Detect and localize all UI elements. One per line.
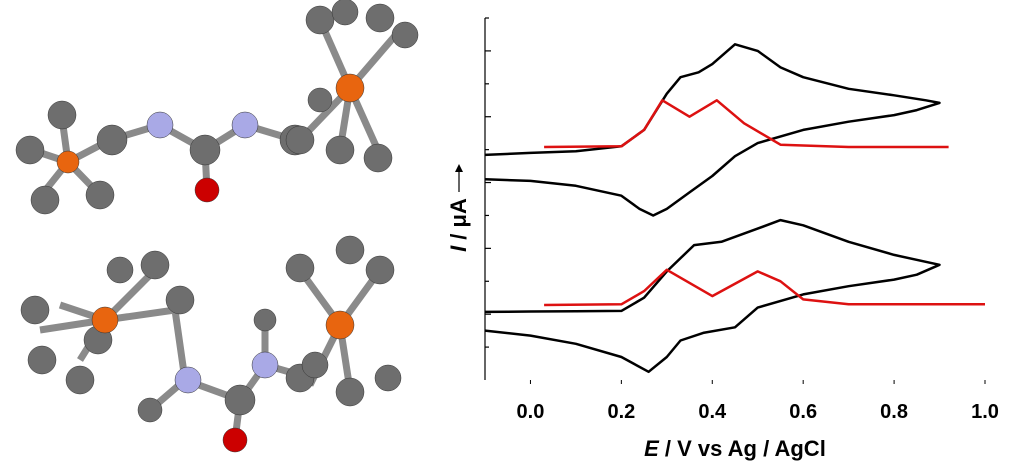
atom [335,235,365,265]
atom [30,185,60,215]
atom [85,180,115,210]
x-tick-label: 0.4 [698,401,727,423]
atom [363,143,393,173]
atom [325,135,355,165]
x-tick-label: 0.6 [789,401,817,423]
atom [189,134,221,166]
atom [365,3,395,33]
voltammogram: 0.0 0.2 0.4 0.6 0.8 1.0 E / V vs Ag / AgCl I / μA [446,17,999,461]
atom [331,0,359,26]
atom [253,308,277,332]
atom [65,365,95,395]
atom [15,135,45,165]
x-tick-label: 0.0 [517,401,545,423]
atom [91,306,119,334]
cv-curve [484,43,941,217]
atom [146,111,174,139]
atom [140,250,170,280]
y-label-symbol: I [446,245,471,252]
atom [165,285,195,315]
x-label-symbol: E [644,436,660,461]
atom [335,73,365,103]
atom [27,345,57,375]
atom [325,310,355,340]
y-axis-label: I / μA [446,198,471,252]
x-tick-label: 0.8 [880,401,908,423]
atom [224,384,256,416]
cv-curve [544,268,985,307]
x-tick-label: 0.2 [607,401,635,423]
atom [374,364,402,392]
atom [137,397,163,423]
atom [285,253,315,283]
x-tick-label: 1.0 [971,401,999,423]
y-label-arrowhead [455,164,463,172]
atom [174,366,202,394]
atom [251,351,279,379]
atom [194,177,220,203]
atom [56,150,80,174]
atom [106,256,134,284]
atom [222,427,248,453]
atom [96,124,128,156]
atom [307,87,333,113]
x-axis-label: E / V vs Ag / AgCl [644,436,826,461]
atom [391,21,419,49]
cv-curve [544,99,949,149]
atom [231,111,259,139]
atom [285,125,315,155]
atom [47,100,77,130]
atom [335,377,365,407]
atom [20,295,50,325]
atom [365,255,395,285]
atom [305,5,335,35]
molecule-structures [15,0,419,453]
y-label-text: / μA [446,198,471,240]
cv-curve [484,218,941,374]
atom [301,351,329,379]
x-label-text: / V vs Ag / AgCl [665,436,826,461]
